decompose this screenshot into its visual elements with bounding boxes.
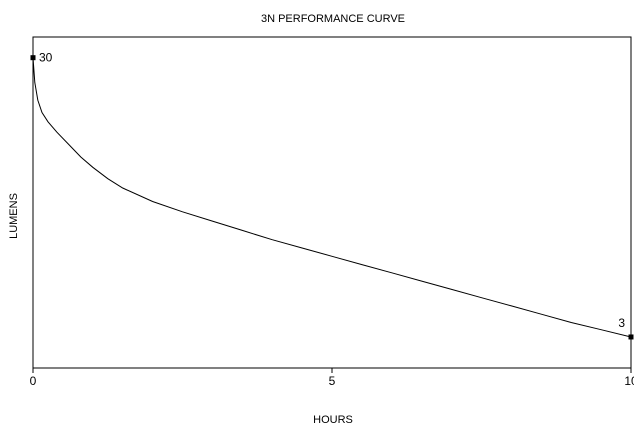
x-axis-ticks: 0 5 10 bbox=[30, 368, 634, 388]
point-label-30: 30 bbox=[39, 51, 53, 65]
point-marker-3 bbox=[628, 334, 634, 340]
x-tick-label-0: 0 bbox=[30, 374, 37, 388]
series-line-lumens bbox=[32, 57, 632, 338]
x-tick-label-5: 5 bbox=[329, 374, 336, 388]
point-annotations: 30 3 bbox=[30, 51, 634, 340]
y-axis-label: LUMENS bbox=[8, 193, 20, 239]
x-tick-label-10: 10 bbox=[624, 374, 634, 388]
point-marker-30 bbox=[30, 55, 36, 61]
chart-title: 3N PERFORMANCE CURVE bbox=[261, 13, 405, 25]
x-axis-label: HOURS bbox=[313, 414, 353, 424]
plot-area-frame bbox=[32, 36, 632, 369]
point-label-3: 3 bbox=[618, 316, 625, 330]
